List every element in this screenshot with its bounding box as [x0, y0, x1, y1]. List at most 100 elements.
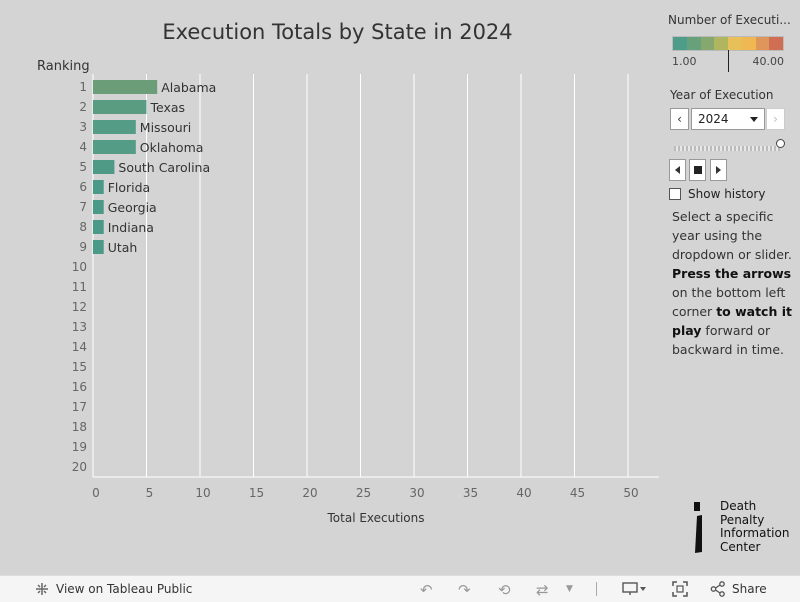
chevron-left-icon: ‹ — [677, 112, 682, 126]
legend-swatch — [686, 37, 701, 50]
bar-label: Indiana — [108, 220, 154, 235]
rank-label: 3 — [79, 120, 87, 134]
undo-icon[interactable]: ↶ — [420, 581, 433, 599]
rank-label: 11 — [72, 280, 87, 294]
dpic-logo-icon — [694, 502, 702, 553]
x-tick-label: 0 — [92, 486, 100, 500]
x-tick-label: 50 — [623, 486, 638, 500]
year-slider-track[interactable] — [674, 146, 780, 151]
revert-icon[interactable]: ⟲ — [498, 581, 511, 599]
prev-year-button[interactable]: ‹ — [670, 108, 689, 130]
show-history-label: Show history — [688, 187, 766, 201]
rank-label: 20 — [72, 460, 87, 474]
legend-min: 1.00 — [672, 55, 697, 68]
instructions-text: Select a specific year using the dropdow… — [672, 209, 792, 357]
bar-label: South Carolina — [118, 160, 210, 175]
rank-label: 13 — [72, 320, 87, 334]
legend-swatch — [673, 37, 687, 50]
x-tick-label: 40 — [516, 486, 531, 500]
play-forward-button[interactable] — [710, 159, 727, 181]
chart-title: Execution Totals by State in 2024 — [162, 20, 513, 44]
rank-label: 14 — [72, 340, 87, 354]
view-on-tableau-public-link[interactable]: View on Tableau Public — [34, 581, 192, 597]
x-tick-label: 20 — [302, 486, 317, 500]
rank-label: 9 — [79, 240, 87, 254]
legend-swatch — [700, 37, 715, 50]
bar — [93, 180, 104, 194]
show-history-checkbox[interactable] — [669, 188, 681, 200]
refresh-icon[interactable]: ⇄ — [536, 581, 549, 599]
play-backward-button[interactable] — [669, 159, 686, 181]
year-filter-label: Year of Execution — [670, 88, 774, 102]
share-button[interactable]: Share — [710, 581, 767, 597]
legend-max: 40.00 — [752, 55, 785, 68]
legend-swatch — [755, 37, 770, 50]
bar-label: Utah — [108, 240, 138, 255]
x-tick-label: 30 — [409, 486, 424, 500]
bar-chart: 0 5 10 15 20 25 30 35 40 45 5012345678910111213141… — [72, 74, 659, 525]
show-history-toggle[interactable]: Show history — [669, 187, 765, 201]
bar — [93, 80, 158, 94]
stop-icon — [693, 166, 702, 174]
tableau-logo-icon — [36, 583, 48, 595]
download-button[interactable] — [622, 581, 646, 597]
bar-label: Missouri — [140, 120, 191, 135]
x-tick-label: 10 — [195, 486, 210, 500]
x-tick-label: 5 — [146, 486, 154, 500]
legend-swatch — [714, 37, 728, 50]
legend-swatch — [769, 37, 783, 50]
bar — [93, 220, 104, 234]
refresh-dropdown-icon[interactable]: ▼ — [566, 584, 573, 594]
ranking-axis-title: Ranking — [37, 59, 90, 74]
stop-button[interactable] — [689, 159, 706, 181]
share-icon — [710, 581, 725, 597]
fullscreen-button[interactable] — [672, 581, 688, 597]
rank-label: 7 — [79, 200, 87, 214]
rank-label: 16 — [72, 380, 87, 394]
dpic-logo-text: Death Penalty Information Center — [720, 499, 790, 554]
bar — [93, 100, 147, 114]
rank-label: 17 — [72, 400, 87, 414]
chevron-right-icon: › — [773, 112, 778, 126]
rank-label: 4 — [79, 140, 87, 154]
bar-label: Alabama — [161, 80, 216, 95]
tableau-viz: Execution Totals by State in 2024 Rankin… — [37, 13, 792, 554]
rank-label: 15 — [72, 360, 87, 374]
x-axis-title: Total Executions — [327, 511, 425, 525]
rank-label: 10 — [72, 260, 87, 274]
bar — [93, 200, 104, 214]
bar-label: Oklahoma — [140, 140, 204, 155]
legend-marker — [728, 50, 729, 72]
bar — [93, 240, 104, 254]
tableau-toolbar: View on Tableau Public ↶ ↷ ⟲ ⇄ ▼ Share — [0, 575, 800, 602]
year-dropdown[interactable]: 2024 — [691, 108, 765, 130]
rank-label: 6 — [79, 180, 87, 194]
rank-label: 5 — [79, 160, 87, 174]
x-tick-label: 35 — [463, 486, 478, 500]
year-dropdown-value: 2024 — [698, 112, 729, 126]
bar-label: Texas — [150, 100, 186, 115]
rank-label: 12 — [72, 300, 87, 314]
bar — [93, 140, 136, 154]
x-tick-label: 45 — [570, 486, 585, 500]
rank-label: 19 — [72, 440, 87, 454]
play-backward-icon — [675, 166, 680, 174]
redo-icon[interactable]: ↷ — [458, 581, 471, 599]
bar-label: Florida — [108, 180, 151, 195]
play-forward-icon — [716, 166, 721, 174]
bar — [93, 120, 136, 134]
rank-label: 2 — [79, 100, 87, 114]
year-slider-thumb[interactable] — [776, 139, 785, 148]
rank-label: 8 — [79, 220, 87, 234]
download-icon — [622, 582, 646, 595]
legend-swatch — [728, 37, 742, 50]
x-tick-label: 25 — [356, 486, 371, 500]
toolbar-separator — [596, 582, 597, 596]
next-year-button[interactable]: › — [766, 108, 785, 130]
rank-label: 18 — [72, 420, 87, 434]
legend-title[interactable]: Number of Executi... — [668, 13, 790, 27]
bar — [93, 160, 115, 174]
legend-swatch — [741, 37, 756, 50]
fullscreen-icon — [672, 581, 688, 597]
x-tick-label: 15 — [249, 486, 264, 500]
